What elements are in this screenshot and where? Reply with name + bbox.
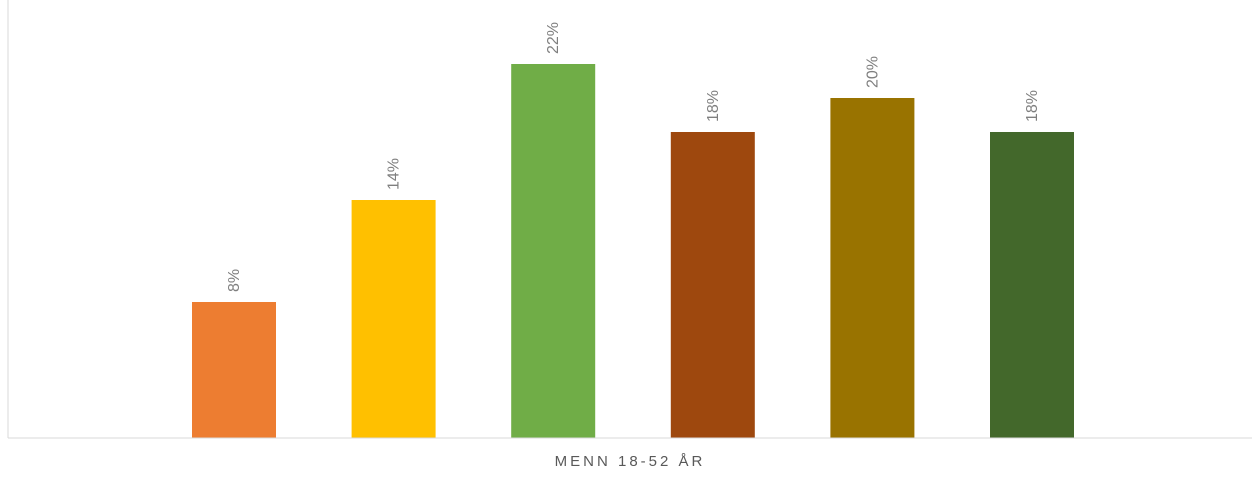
data-label: 18%	[705, 90, 722, 122]
bar	[192, 302, 276, 438]
data-label: 8%	[226, 269, 243, 292]
data-label: 14%	[386, 158, 403, 190]
bar	[351, 200, 436, 438]
data-label: 22%	[545, 22, 562, 54]
bars-layer	[192, 64, 1074, 438]
data-label: 18%	[1024, 90, 1041, 122]
bar	[670, 132, 755, 438]
data-labels-layer: 8% 14% 22% 18% 20% 18%	[226, 22, 1041, 292]
bar	[990, 132, 1074, 438]
category-label: MENN 18-52 ÅR	[555, 453, 706, 470]
bar	[511, 64, 596, 438]
data-label: 20%	[864, 56, 881, 88]
bar	[830, 98, 915, 438]
